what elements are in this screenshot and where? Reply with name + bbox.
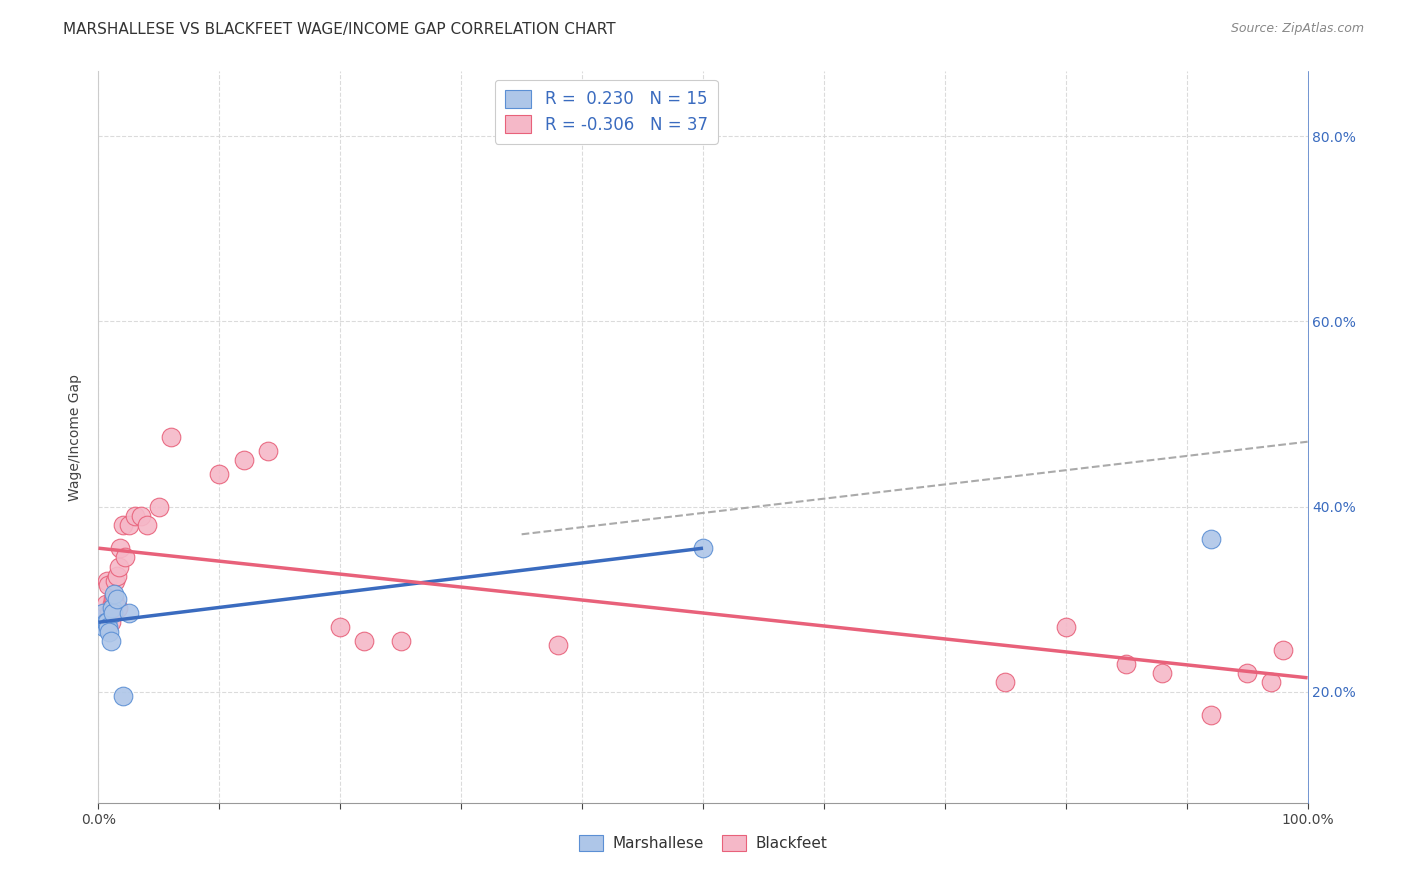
Point: [96, 615, 118, 630]
Point: [118, 606, 141, 620]
Point: [98, 606, 121, 620]
Point: [103, 592, 125, 607]
Point: [1054, 620, 1077, 634]
Point: [124, 508, 146, 523]
Point: [97, 578, 120, 592]
Point: [100, 601, 122, 615]
Point: [329, 620, 352, 634]
Point: [1199, 532, 1222, 546]
Point: [1260, 675, 1282, 690]
Point: [1152, 666, 1174, 681]
Point: [105, 569, 128, 583]
Point: [114, 550, 136, 565]
Point: [389, 633, 412, 648]
Point: [107, 601, 129, 615]
Point: [100, 615, 122, 630]
Point: [208, 467, 231, 482]
Point: [148, 500, 170, 514]
Point: [1115, 657, 1137, 671]
Point: [103, 587, 125, 601]
Point: [101, 592, 124, 607]
Point: [160, 430, 183, 444]
Point: [100, 597, 122, 611]
Point: [232, 453, 254, 467]
Point: [104, 574, 127, 588]
Point: [105, 592, 128, 607]
Point: [1272, 643, 1295, 657]
Point: [111, 518, 134, 533]
Point: [100, 633, 122, 648]
Text: Source: ZipAtlas.com: Source: ZipAtlas.com: [1230, 22, 1364, 36]
Point: [135, 518, 157, 533]
Point: [1199, 707, 1222, 722]
Y-axis label: Wage/Income Gap: Wage/Income Gap: [69, 374, 83, 500]
Point: [994, 675, 1017, 690]
Point: [129, 508, 152, 523]
Point: [91, 606, 114, 620]
Point: [256, 444, 278, 458]
Point: [94, 615, 117, 630]
Point: [353, 633, 375, 648]
Point: [96, 574, 118, 588]
Point: [692, 541, 714, 556]
Point: [97, 620, 120, 634]
Legend: Marshallese, Blackfeet: Marshallese, Blackfeet: [572, 829, 834, 857]
Point: [108, 541, 131, 556]
Point: [111, 690, 134, 704]
Point: [108, 559, 131, 574]
Point: [94, 597, 117, 611]
Point: [547, 639, 569, 653]
Point: [98, 624, 121, 639]
Point: [93, 606, 115, 620]
Point: [118, 518, 141, 533]
Text: MARSHALLESE VS BLACKFEET WAGE/INCOME GAP CORRELATION CHART: MARSHALLESE VS BLACKFEET WAGE/INCOME GAP…: [63, 22, 616, 37]
Point: [1236, 666, 1258, 681]
Point: [101, 606, 124, 620]
Point: [93, 620, 115, 634]
